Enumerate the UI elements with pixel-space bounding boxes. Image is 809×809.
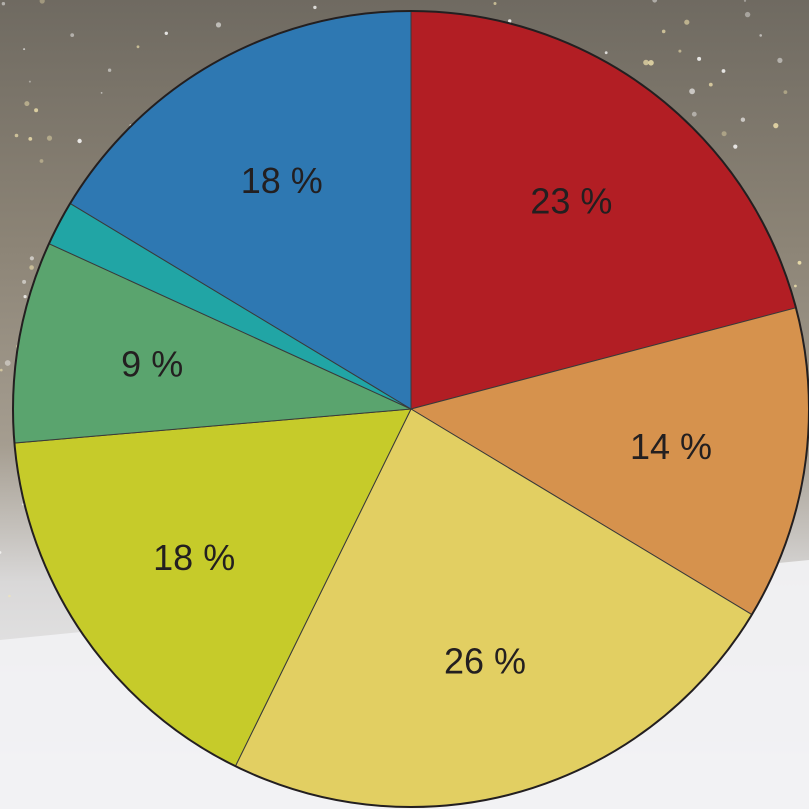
pie-labels: 23 % 14 % 26 % 18 % 9 % 18 %	[121, 160, 712, 682]
pie-slice-label-0: 23 %	[530, 181, 612, 222]
pie-slice-label-3: 18 %	[153, 537, 235, 578]
pie-slice-label-6: 18 %	[241, 160, 323, 201]
pie-slice-label-4: 9 %	[121, 344, 183, 385]
pie-slice-label-1: 14 %	[630, 426, 712, 467]
pie-outline	[12, 10, 809, 808]
pie-slices	[12, 10, 809, 808]
pie-slice-label-2: 26 %	[444, 641, 526, 682]
